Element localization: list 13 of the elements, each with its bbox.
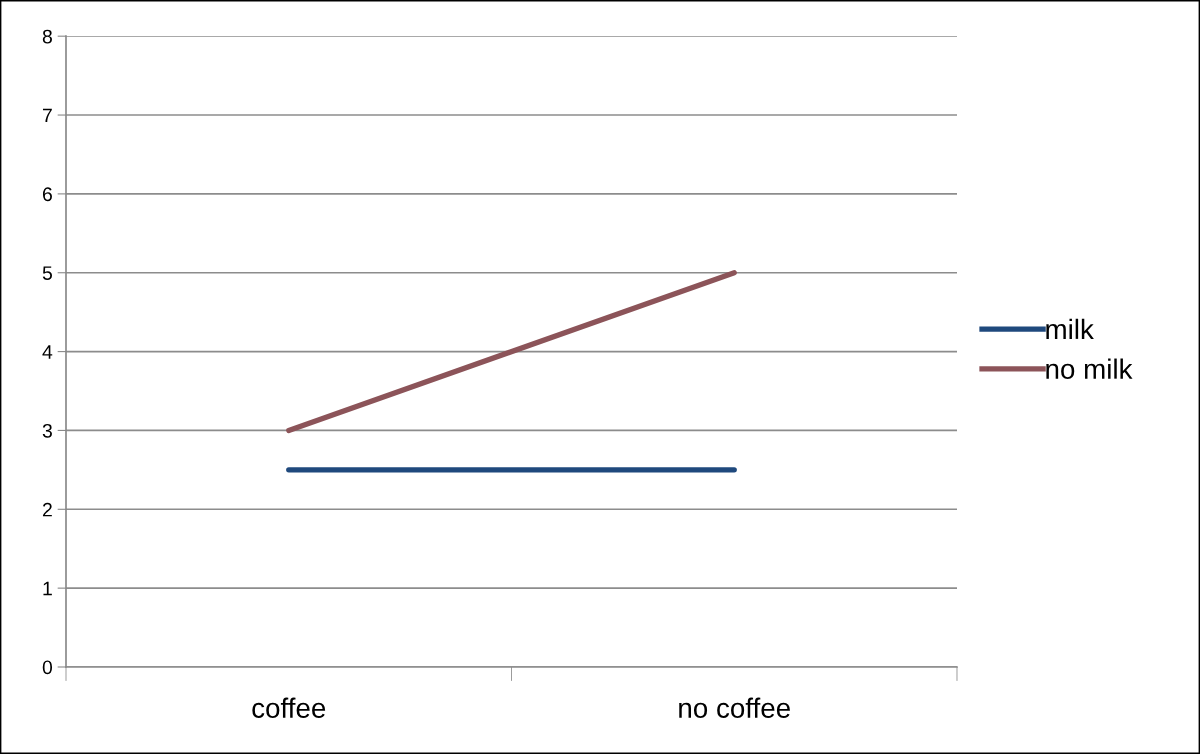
y-tick-label: 4 [42,345,53,359]
y-tick-label: 6 [42,187,52,202]
x-tick-label: no coffee [679,697,790,718]
x-tick-label: coffee [252,697,326,718]
y-tick-label: 8 [42,29,52,44]
y-tick-label: 0 [42,660,53,675]
y-tick-label: 1 [43,581,52,596]
y-tick-label: 2 [42,502,52,517]
y-tick-label: 3 [42,423,52,438]
y-tick-label: 7 [42,108,52,123]
y-tick-label: 5 [42,266,52,280]
legend-label: milk [1046,318,1094,339]
legend-label: no milk [1046,358,1133,379]
